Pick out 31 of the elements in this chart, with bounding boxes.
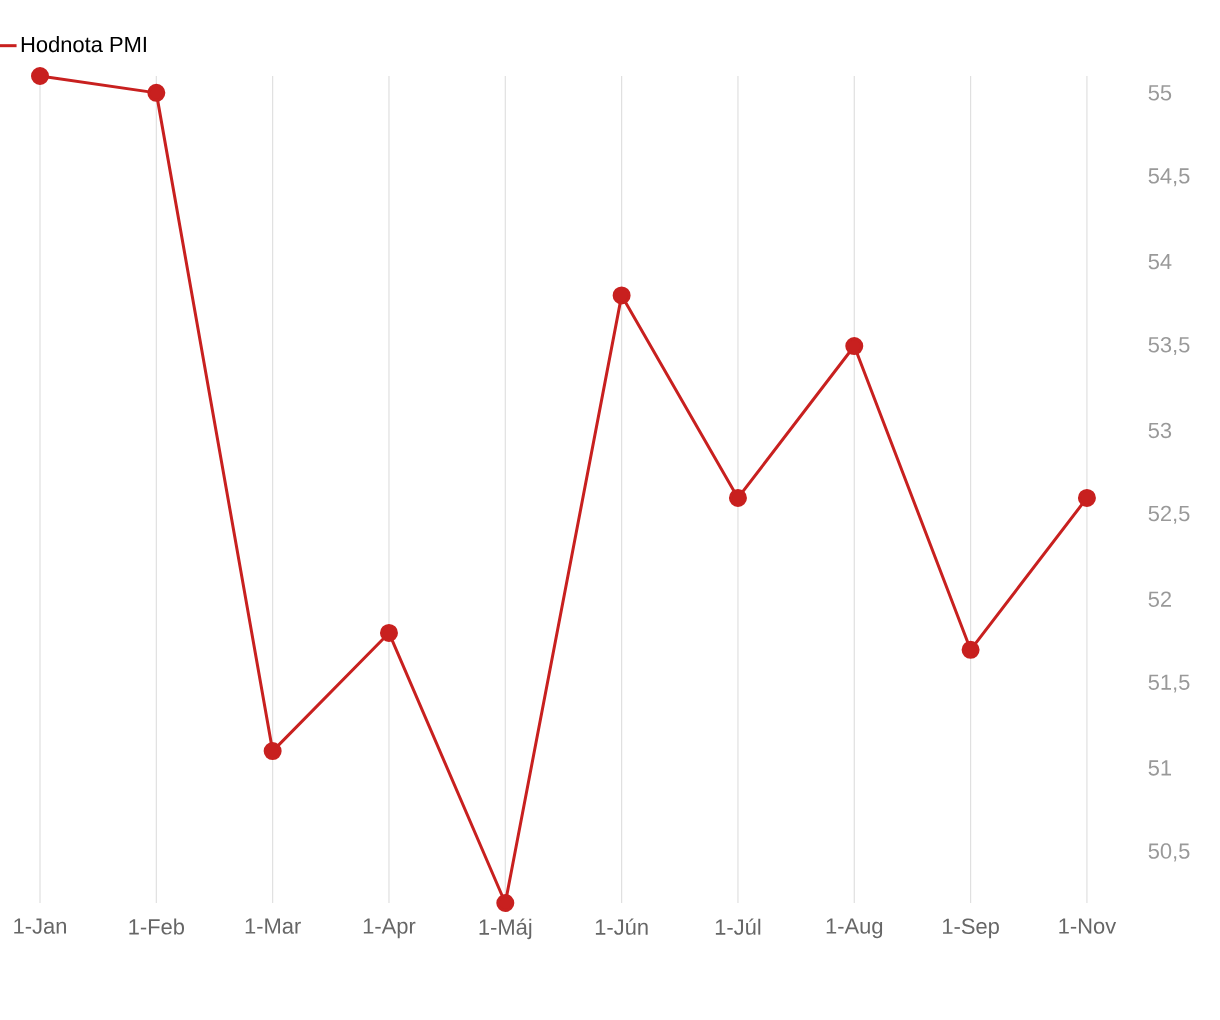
point bbox=[612, 286, 631, 305]
x-tick-label: 1-Jan bbox=[14, 918, 66, 934]
y-tick-label: 54,5 bbox=[1148, 168, 1190, 187]
y-tick-label: 55 bbox=[1148, 85, 1172, 101]
point bbox=[845, 337, 864, 356]
legend-label: Hodnota PMI bbox=[21, 36, 146, 53]
point bbox=[147, 83, 166, 102]
x-tick-label: 1-Apr bbox=[363, 918, 416, 939]
x-tick-label: 1-Júl bbox=[715, 918, 761, 935]
y-tick-label: 53 bbox=[1148, 422, 1172, 439]
point bbox=[1077, 488, 1096, 507]
y-tick-label: 50,5 bbox=[1148, 843, 1190, 862]
y-tick-label: 52 bbox=[1148, 591, 1171, 607]
x-tick-label: 1-Sep bbox=[943, 918, 999, 939]
y-tick-label: 53,5 bbox=[1148, 336, 1190, 356]
y-tick-label: 54 bbox=[1148, 254, 1172, 270]
y-tick-label: 52,5 bbox=[1148, 505, 1190, 524]
x-tick-label: 1-Aug bbox=[826, 918, 883, 939]
x-tick-label: 1-Mar bbox=[245, 918, 301, 934]
x-tick-label: 1-Feb bbox=[129, 918, 185, 935]
point bbox=[961, 640, 980, 659]
point bbox=[31, 66, 49, 85]
point bbox=[263, 742, 282, 761]
x-tick-label: 1-Nov bbox=[1059, 918, 1117, 934]
x-tick-label: 1-Jún bbox=[595, 918, 648, 935]
point bbox=[728, 488, 747, 507]
point bbox=[379, 623, 398, 642]
y-tick-label: 51 bbox=[1148, 760, 1172, 776]
point bbox=[496, 894, 515, 912]
y-tick-label: 51,5 bbox=[1148, 674, 1190, 693]
x-tick-label: 1-Máj bbox=[479, 918, 532, 940]
